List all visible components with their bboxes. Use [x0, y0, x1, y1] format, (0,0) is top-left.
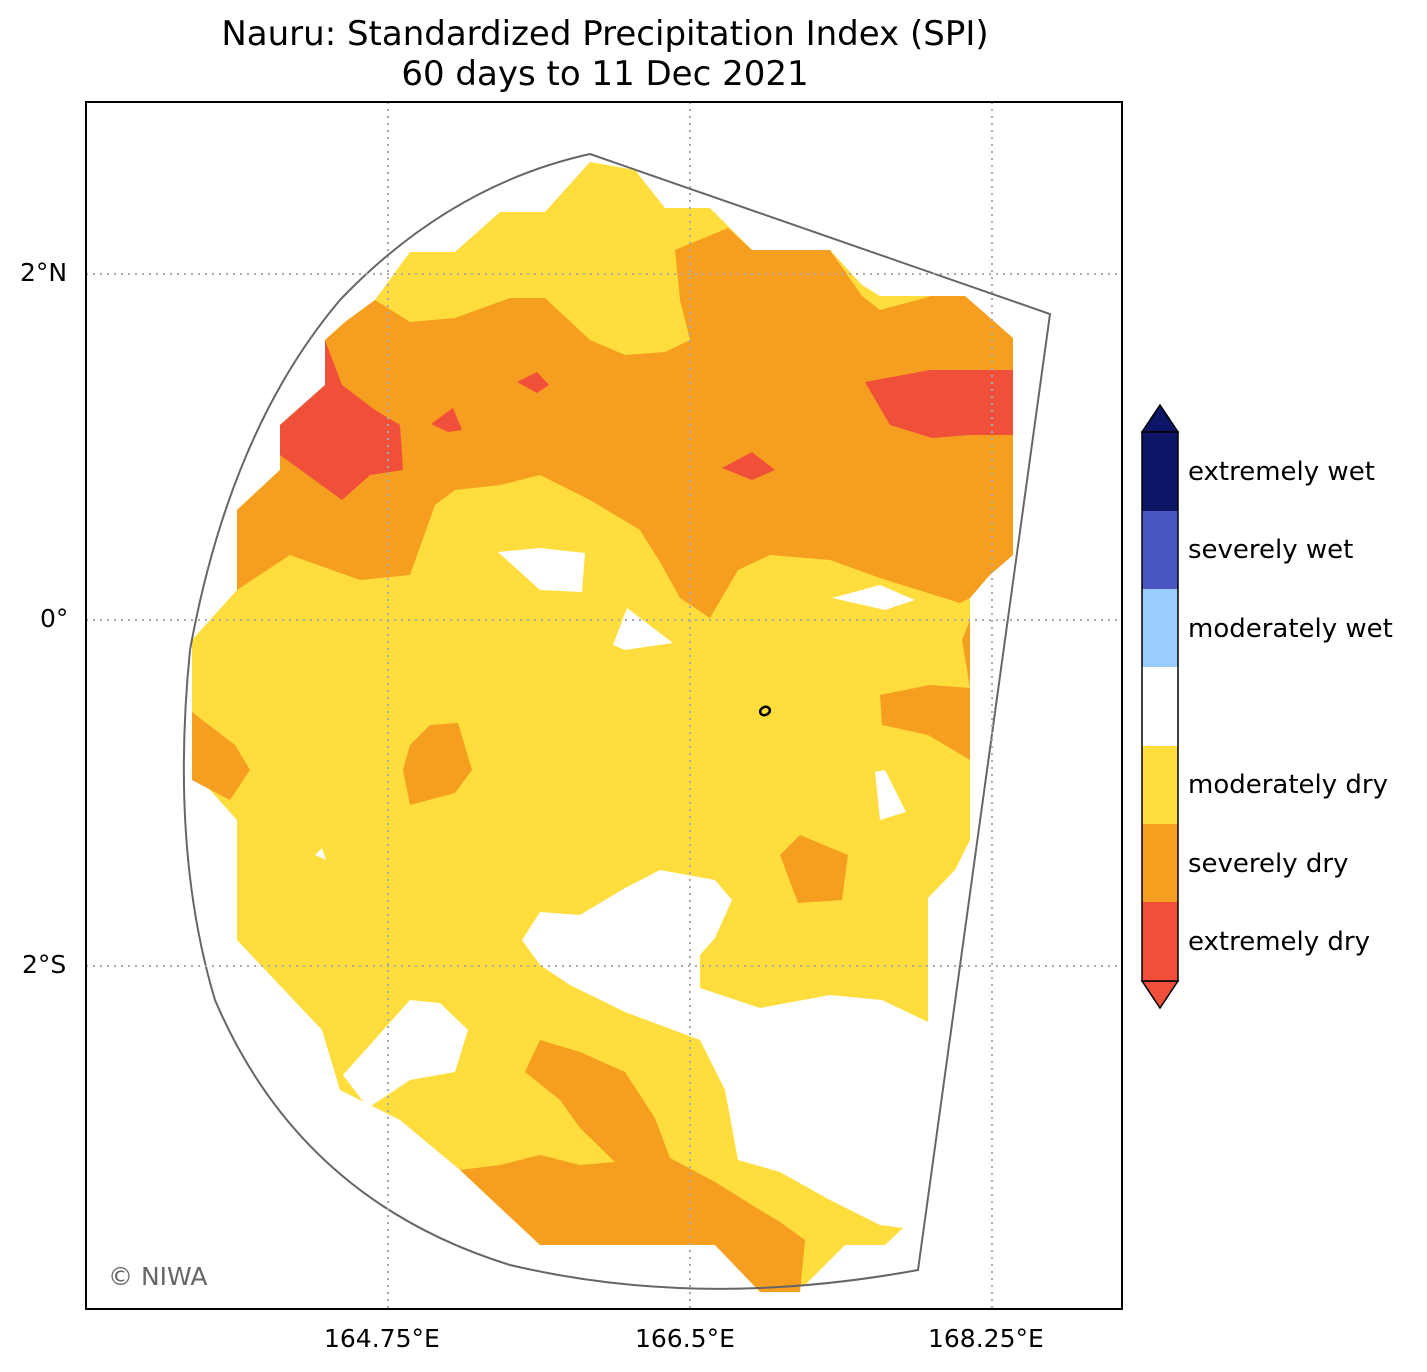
legend-label-severely-wet: severely wet [1188, 535, 1353, 565]
legend-label-severely-dry: severely dry [1188, 849, 1349, 879]
colorbar-swatch [1142, 746, 1178, 824]
colorbar-swatch [1142, 511, 1178, 589]
lon-label-164-75e: 164.75°E [324, 1324, 440, 1353]
lon-label-168-25e: 168.25°E [928, 1324, 1044, 1353]
credit-text: © NIWA [108, 1262, 207, 1291]
legend-label-moderately-wet: moderately wet [1188, 614, 1393, 644]
colorbar-swatch [1142, 432, 1178, 511]
colorbar-swatch [1142, 589, 1178, 667]
colorbar-swatch [1142, 667, 1178, 746]
colorbar-wet-extension [1142, 405, 1178, 432]
colorbar-swatch [1142, 824, 1178, 902]
legend-label-moderately-dry: moderately dry [1188, 770, 1388, 800]
lat-label-0: 0° [40, 604, 68, 633]
legend-label-extremely-wet: extremely wet [1188, 457, 1375, 487]
colorbar-dry-extension [1142, 981, 1178, 1008]
lon-label-166-5e: 166.5°E [635, 1324, 735, 1353]
lat-label-2n: 2°N [20, 258, 67, 287]
colorbar-swatch [1142, 902, 1178, 981]
legend-label-extremely-dry: extremely dry [1188, 927, 1370, 957]
lat-label-2s: 2°S [22, 950, 66, 979]
colorbar [1142, 405, 1178, 1008]
